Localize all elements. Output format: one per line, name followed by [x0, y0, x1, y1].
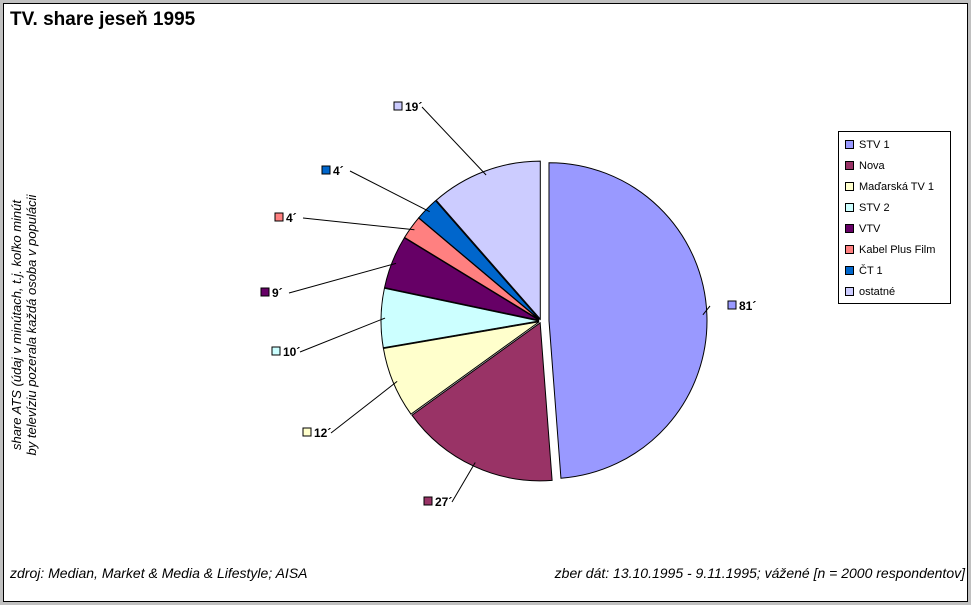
legend-label-nova: Nova — [859, 159, 885, 172]
pie-slice-stv-2 — [380, 287, 540, 349]
legend-swatch-stv-2 — [845, 203, 854, 212]
data-label-swatch-madarska-tv-1 — [302, 427, 312, 437]
legend-swatch-ostatne — [845, 287, 854, 296]
legend-label-vtv: VTV — [859, 222, 881, 235]
legend-item-ct-1: ČT 1 — [839, 260, 950, 281]
data-label-madarska-tv-1: 12´ — [314, 426, 331, 440]
legend-label-kabel-plus-film: Kabel Plus Film — [859, 243, 936, 256]
legend-item-ostatne: ostatné — [839, 281, 950, 302]
legend-swatch-nova — [845, 161, 854, 170]
data-label-kabel-plus-film: 4´ — [286, 211, 297, 225]
data-label-nova: 27´ — [435, 495, 452, 509]
data-label-swatch-ostatne — [393, 101, 403, 111]
data-label-stv-1: 81´ — [739, 299, 756, 313]
legend-swatch-madarska-tv-1 — [845, 182, 854, 191]
chart-legend: STV 1 Nova Maďarská TV 1 STV 2 VTV Kabel Plus… — [838, 131, 951, 304]
data-label-ct-1: 4´ — [333, 164, 344, 178]
pie-slice-stv-1 — [548, 162, 708, 479]
legend-label-ct-1: ČT 1 — [859, 264, 883, 277]
legend-swatch-kabel-plus-film — [845, 245, 854, 254]
leader-line-nova — [451, 462, 476, 503]
pie-slice-vtv — [383, 237, 540, 321]
legend-swatch-stv-1 — [845, 140, 854, 149]
legend-swatch-ct-1 — [845, 266, 854, 275]
leader-line-ostatne — [421, 106, 487, 176]
data-label-ostatne: 19´ — [405, 100, 422, 114]
leader-line-kabel-plus-film — [302, 217, 415, 231]
data-label-vtv: 9´ — [272, 286, 283, 300]
data-label-swatch-vtv — [260, 287, 270, 297]
leader-line-stv-2 — [299, 317, 386, 353]
data-label-swatch-ct-1 — [321, 165, 331, 175]
legend-item-stv-1: STV 1 — [839, 134, 950, 155]
legend-item-stv-2: STV 2 — [839, 197, 950, 218]
legend-label-stv-1: STV 1 — [859, 138, 890, 151]
pie-slice-madarska-tv-1 — [382, 321, 540, 415]
data-label-swatch-nova — [423, 496, 433, 506]
legend-label-stv-2: STV 2 — [859, 201, 890, 214]
leader-line-vtv — [288, 262, 397, 294]
legend-item-kabel-plus-film: Kabel Plus Film — [839, 239, 950, 260]
data-label-swatch-stv-1 — [727, 300, 737, 310]
period-note: zber dát: 13.10.1995 - 9.11.1995; vážené… — [554, 565, 965, 581]
legend-item-vtv: VTV — [839, 218, 950, 239]
data-label-swatch-stv-2 — [271, 346, 281, 356]
data-label-stv-2: 10´ — [283, 345, 300, 359]
chart-title: TV. share jeseň 1995 — [10, 9, 196, 30]
legend-swatch-vtv — [845, 224, 854, 233]
pie-slice-ostatne — [435, 160, 541, 321]
source-note: zdroj: Median, Market & Media & Lifestyl… — [10, 565, 308, 581]
leader-line-stv-1 — [702, 305, 711, 316]
legend-label-ostatne: ostatné — [859, 285, 896, 298]
pie-slice-ct-1 — [418, 200, 540, 320]
legend-label-madarska-tv-1: Maďarská TV 1 — [859, 180, 935, 193]
legend-item-madarska-tv-1: Maďarská TV 1 — [839, 176, 950, 197]
leader-line-madarska-tv-1 — [330, 380, 398, 434]
leader-line-ct-1 — [349, 170, 430, 213]
legend-item-nova: Nova — [839, 155, 950, 176]
data-label-swatch-kabel-plus-film — [274, 212, 284, 222]
